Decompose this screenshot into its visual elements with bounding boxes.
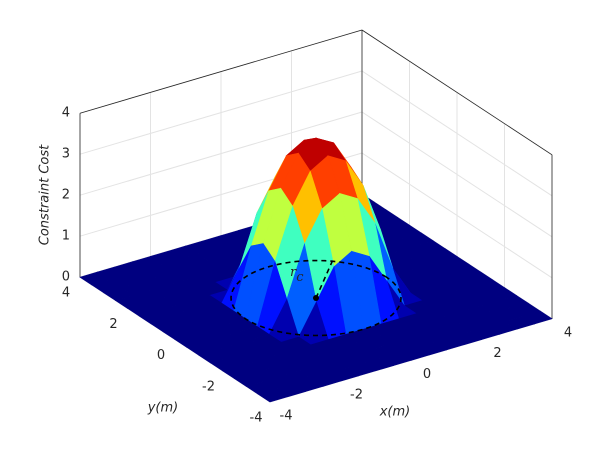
y-tick-label: -4 bbox=[250, 411, 263, 426]
annotation-label: rc bbox=[290, 265, 304, 285]
z-tick-label: 4 bbox=[62, 106, 70, 121]
x-tick-label: -4 bbox=[280, 409, 293, 424]
z-tick-label: 0 bbox=[62, 270, 70, 285]
z-tick-label: 1 bbox=[62, 229, 70, 244]
surface-patch bbox=[257, 388, 289, 403]
x-tick-label: 4 bbox=[564, 325, 572, 340]
y-tick-label: 0 bbox=[157, 348, 165, 363]
x-tick-label: 2 bbox=[493, 346, 501, 361]
grid-line bbox=[361, 152, 553, 279]
x-tick-label: -2 bbox=[350, 388, 363, 403]
axis-box-edge bbox=[79, 29, 363, 114]
grid-line bbox=[79, 70, 363, 155]
z-tick-label: 3 bbox=[62, 147, 70, 162]
radius-line bbox=[315, 260, 333, 299]
y-tick-label: 4 bbox=[62, 286, 70, 301]
z-tick-label: 2 bbox=[62, 188, 70, 203]
x-axis-label: x(m) bbox=[379, 405, 411, 420]
annotation-subscript: c bbox=[296, 270, 304, 285]
z-axis-label: Constraint Cost bbox=[38, 144, 53, 245]
center-dot bbox=[313, 295, 319, 301]
y-tick-label: 2 bbox=[109, 317, 117, 332]
grid-line bbox=[361, 111, 553, 238]
grid-line bbox=[361, 70, 553, 197]
radius-circle bbox=[230, 259, 402, 337]
annotation-symbol: r bbox=[290, 265, 297, 280]
x-tick-label: 0 bbox=[423, 367, 431, 382]
surface bbox=[79, 137, 553, 403]
grid-line bbox=[79, 111, 363, 196]
axis-box-edge bbox=[361, 29, 553, 156]
y-axis-label: y(m) bbox=[147, 401, 179, 416]
y-tick-label: -2 bbox=[202, 379, 215, 394]
